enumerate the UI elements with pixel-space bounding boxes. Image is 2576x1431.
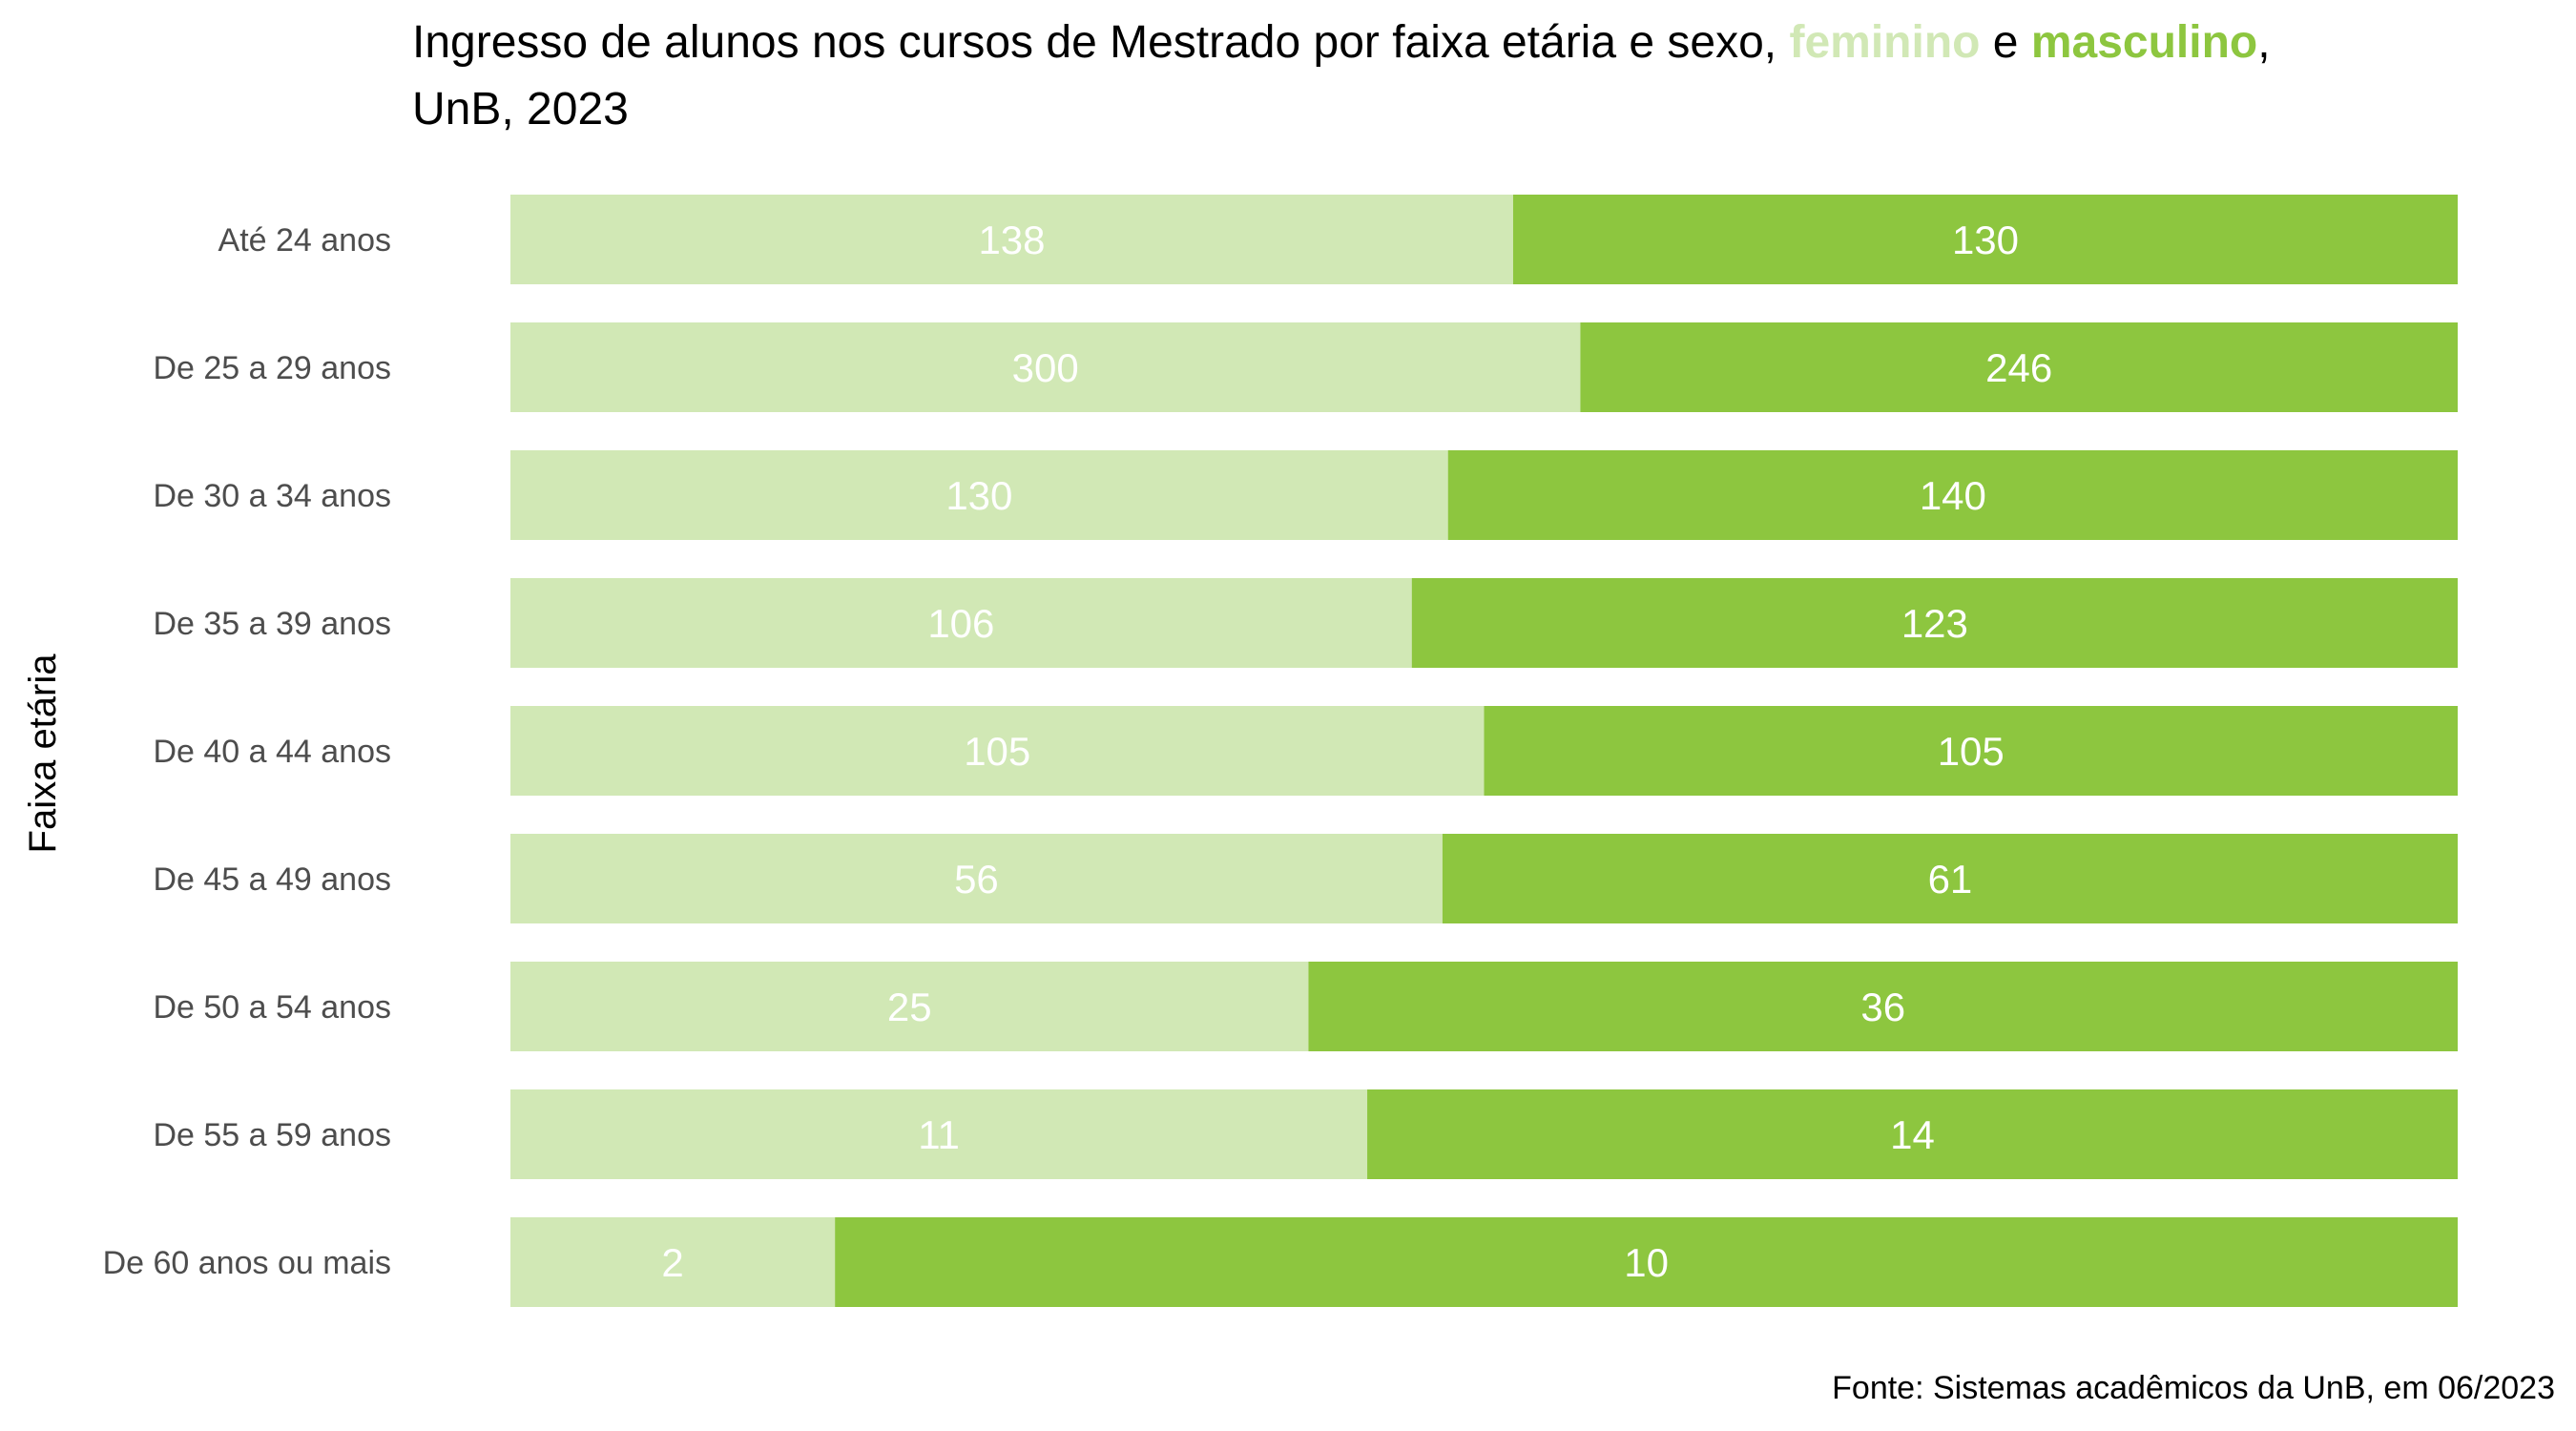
data-label-masculino-de-40-a-44-anos: 105 bbox=[1938, 729, 2005, 774]
bars-layer: Até 24 anos 138 130 De 25 a 29 anos 300 246 De… bbox=[103, 195, 2458, 1307]
data-label-feminino-ate-24-anos: 138 bbox=[978, 218, 1045, 262]
data-label-masculino-de-45-a-49-anos: 61 bbox=[1928, 857, 1973, 902]
data-label-feminino-de-35-a-39-anos: 106 bbox=[927, 601, 994, 646]
data-label-masculino-de-50-a-54-anos: 36 bbox=[1860, 985, 1905, 1029]
category-label-ate-24-anos: Até 24 anos bbox=[218, 222, 391, 259]
data-label-feminino-de-40-a-44-anos: 105 bbox=[964, 729, 1030, 774]
y-axis-title: Faixa etária bbox=[22, 653, 64, 854]
category-label-de-30-a-34-anos: De 30 a 34 anos bbox=[153, 478, 391, 514]
title-legend-feminino: feminino bbox=[1789, 17, 1980, 68]
bar-feminino-de-30-a-34-anos bbox=[510, 450, 1448, 540]
category-label-de-50-a-54-anos: De 50 a 54 anos bbox=[153, 989, 391, 1026]
chart-title-line2: UnB, 2023 bbox=[412, 84, 629, 135]
bar-feminino-de-50-a-54-anos bbox=[510, 962, 1309, 1051]
bar-masculino-ate-24-anos bbox=[1512, 195, 2458, 284]
title-legend-masculino: masculino bbox=[2031, 17, 2257, 68]
chart-title: Ingresso de alunos nos cursos de Mestrad… bbox=[412, 17, 2271, 68]
title-suffix: , bbox=[2257, 17, 2270, 68]
bar-masculino-de-60-anos-ou-mais bbox=[835, 1217, 2458, 1307]
data-label-masculino-ate-24-anos: 130 bbox=[1952, 218, 2019, 262]
bar-feminino-ate-24-anos bbox=[510, 195, 1513, 284]
bar-feminino-de-60-anos-ou-mais bbox=[510, 1217, 836, 1307]
data-label-masculino-de-25-a-29-anos: 246 bbox=[1985, 345, 2052, 390]
data-label-masculino-de-30-a-34-anos: 140 bbox=[1920, 473, 1986, 518]
bar-masculino-de-55-a-59-anos bbox=[1367, 1089, 2458, 1179]
bar-feminino-de-35-a-39-anos bbox=[510, 578, 1412, 668]
title-prefix: Ingresso de alunos nos cursos de Mestrad… bbox=[412, 17, 1789, 68]
bar-feminino-de-45-a-49-anos bbox=[510, 834, 1443, 923]
category-label-de-55-a-59-anos: De 55 a 59 anos bbox=[153, 1117, 391, 1153]
bar-masculino-de-45-a-49-anos bbox=[1442, 834, 2458, 923]
bar-masculino-de-35-a-39-anos bbox=[1411, 578, 2458, 668]
category-label-de-25-a-29-anos: De 25 a 29 anos bbox=[153, 350, 391, 386]
data-label-feminino-de-50-a-54-anos: 25 bbox=[887, 985, 932, 1029]
data-label-feminino-de-60-anos-ou-mais: 2 bbox=[661, 1240, 683, 1285]
bar-feminino-de-55-a-59-anos bbox=[510, 1089, 1368, 1179]
data-label-masculino-de-35-a-39-anos: 123 bbox=[1901, 601, 1968, 646]
category-label-de-35-a-39-anos: De 35 a 39 anos bbox=[153, 606, 391, 642]
category-label-de-40-a-44-anos: De 40 a 44 anos bbox=[153, 734, 391, 770]
data-label-feminino-de-30-a-34-anos: 130 bbox=[945, 473, 1012, 518]
category-label-de-60-anos-ou-mais: De 60 anos ou mais bbox=[103, 1245, 391, 1281]
data-label-feminino-de-25-a-29-anos: 300 bbox=[1012, 345, 1079, 390]
source-caption: Fonte: Sistemas acadêmicos da UnB, em 06… bbox=[1832, 1370, 2555, 1406]
bar-masculino-de-30-a-34-anos bbox=[1447, 450, 2458, 540]
data-label-masculino-de-55-a-59-anos: 14 bbox=[1890, 1112, 1935, 1157]
data-label-feminino-de-45-a-49-anos: 56 bbox=[954, 857, 999, 902]
bar-feminino-de-25-a-29-anos bbox=[510, 322, 1581, 412]
data-label-feminino-de-55-a-59-anos: 11 bbox=[918, 1112, 960, 1157]
data-label-masculino-de-60-anos-ou-mais: 10 bbox=[1624, 1240, 1669, 1285]
category-label-de-45-a-49-anos: De 45 a 49 anos bbox=[153, 861, 391, 898]
bar-masculino-de-40-a-44-anos bbox=[1484, 706, 2458, 796]
bar-masculino-de-50-a-54-anos bbox=[1308, 962, 2458, 1051]
title-connector: e bbox=[1980, 17, 2030, 68]
bar-masculino-de-25-a-29-anos bbox=[1580, 322, 2458, 412]
bar-feminino-de-40-a-44-anos bbox=[510, 706, 1485, 796]
